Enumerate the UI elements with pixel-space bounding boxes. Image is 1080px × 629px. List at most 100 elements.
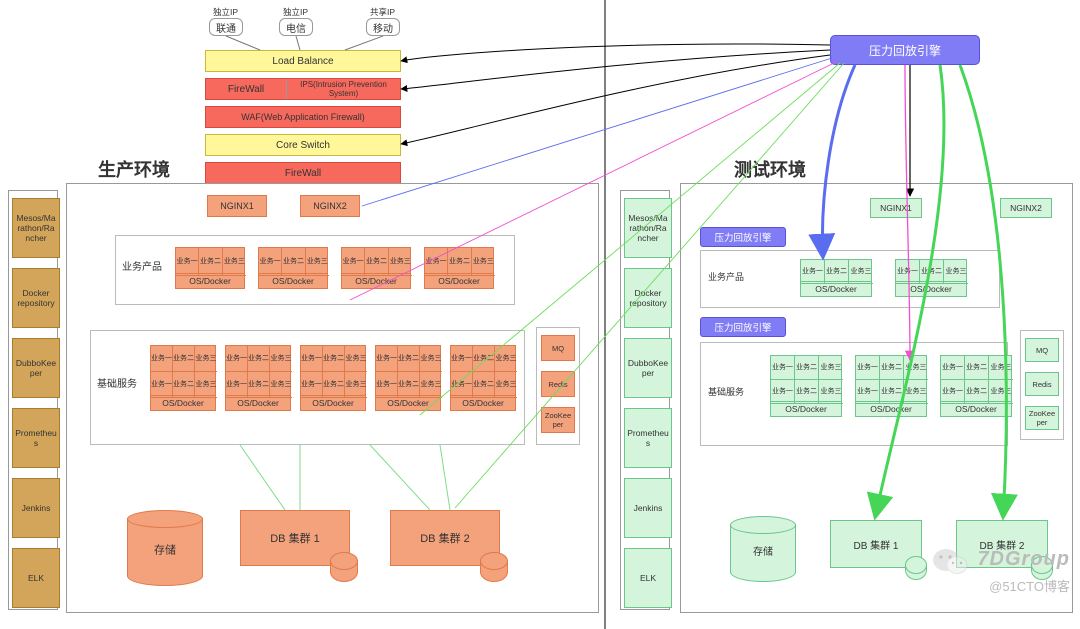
os-docker-label: OS/Docker — [259, 273, 327, 288]
service-cell: 业务一 — [226, 346, 248, 372]
service-node: 业务一业务二业务三OS/Docker — [175, 247, 245, 289]
os-docker-label: OS/Docker — [856, 401, 926, 416]
prod-storage-cyl: 存储 — [127, 510, 203, 586]
prod-nginx1: NGINX1 — [207, 195, 267, 217]
service-cell: 业务三 — [495, 346, 517, 372]
test-base-label: 基础服务 — [708, 385, 744, 398]
stack-firewall-left: FireWall — [206, 79, 287, 99]
pressure-engine-test-2: 压力回放引擎 — [700, 317, 786, 337]
os-docker-label: OS/Docker — [801, 281, 871, 296]
side-tool: Mesos/Marathon/Rancher — [624, 198, 672, 258]
stack-core-switch: Core Switch — [205, 134, 401, 156]
test-storage-cyl: 存储 — [730, 516, 796, 582]
mq-box: MQ — [541, 335, 575, 361]
service-node: 业务一业务二业务三OS/Docker — [895, 259, 967, 297]
service-cell: 业务二 — [282, 248, 305, 276]
os-docker-label: OS/Docker — [176, 273, 244, 288]
mq-box: MQ — [1025, 338, 1059, 362]
service-cell: 业务二 — [323, 346, 345, 372]
title-prod: 生产环境 — [98, 156, 170, 182]
service-cell: 业务一 — [941, 356, 965, 380]
stack-firewall-2: FireWall — [205, 162, 401, 184]
os-docker-label: OS/Docker — [425, 273, 493, 288]
isp-caption-1: 独立IP — [283, 6, 308, 18]
side-tool: Docker repository — [624, 268, 672, 328]
mq-box: Redis — [541, 371, 575, 397]
pressure-engine-main: 压力回放引擎 — [830, 35, 980, 65]
service-cell: 业务三 — [195, 346, 217, 372]
service-cell: 业务二 — [398, 346, 420, 372]
service-cell: 业务一 — [176, 248, 199, 276]
stack-firewall-right: IPS(Intrusion Prevention System) — [287, 80, 400, 98]
mq-box: ZooKeeper — [1025, 406, 1059, 430]
wechat-watermark-icon — [932, 547, 968, 577]
prod-db2-disk — [480, 552, 508, 582]
service-cell: 业务一 — [301, 346, 323, 372]
prod-db1-disk — [330, 552, 358, 582]
side-tool: DubboKeeper — [12, 338, 60, 398]
service-node: 业务一业务二业务三业务一业务二业务三OS/Docker — [375, 345, 441, 411]
test-nginx1: NGINX1 — [870, 198, 922, 218]
service-cell: 业务三 — [223, 248, 246, 276]
service-node: 业务一业务二业务三OS/Docker — [341, 247, 411, 289]
watermark-blog: @51CTO博客 — [989, 576, 1070, 595]
side-tool: Prometheus — [624, 408, 672, 468]
service-cell: 业务二 — [473, 346, 495, 372]
service-node: 业务一业务二业务三OS/Docker — [258, 247, 328, 289]
service-cell: 业务三 — [989, 356, 1013, 380]
prod-nginx2: NGINX2 — [300, 195, 360, 217]
service-cell: 业务二 — [965, 356, 989, 380]
service-cell: 业务三 — [472, 248, 495, 276]
prod-biz-label: 业务产品 — [122, 258, 162, 273]
test-db1-disk — [905, 556, 927, 580]
side-tool: ELK — [12, 548, 60, 608]
side-tool: Mesos/Marathon/Rancher — [12, 198, 60, 258]
service-node: 业务一业务二业务三业务一业务二业务三OS/Docker — [770, 355, 842, 417]
os-docker-label: OS/Docker — [896, 281, 966, 296]
test-biz-label: 业务产品 — [708, 270, 744, 283]
os-docker-label: OS/Docker — [376, 395, 440, 410]
service-cell: 业务三 — [420, 346, 442, 372]
mq-box: ZooKeeper — [541, 407, 575, 433]
os-docker-label: OS/Docker — [342, 273, 410, 288]
test-nginx2: NGINX2 — [1000, 198, 1052, 218]
service-cell: 业务二 — [448, 248, 471, 276]
service-cell: 业务二 — [880, 356, 904, 380]
isp-caption-2: 共享IP — [370, 6, 395, 18]
side-tool: Jenkins — [12, 478, 60, 538]
mq-box: Redis — [1025, 372, 1059, 396]
side-tool: Prometheus — [12, 408, 60, 468]
isp-pill-0: 联通 — [209, 18, 243, 36]
side-tool: ELK — [624, 548, 672, 608]
title-test: 测试环境 — [734, 156, 806, 182]
service-cell: 业务三 — [270, 346, 292, 372]
os-docker-label: OS/Docker — [771, 401, 841, 416]
service-node: 业务一业务二业务三业务一业务二业务三OS/Docker — [150, 345, 216, 411]
diagram-root: 独立IP 联通 独立IP 电信 共享IP 移动 Load Balance Fir… — [0, 0, 1080, 629]
service-cell: 业务二 — [199, 248, 222, 276]
service-cell: 业务三 — [389, 248, 412, 276]
isp-pill-1: 电信 — [279, 18, 313, 36]
service-cell: 业务三 — [904, 356, 928, 380]
service-cell: 业务一 — [259, 248, 282, 276]
service-node: 业务一业务二业务三OS/Docker — [424, 247, 494, 289]
service-node: 业务一业务二业务三业务一业务二业务三OS/Docker — [855, 355, 927, 417]
service-cell: 业务二 — [365, 248, 388, 276]
side-tool: Docker repository — [12, 268, 60, 328]
watermark-group: 7DGroup — [977, 548, 1070, 571]
stack-load-balance: Load Balance — [205, 50, 401, 72]
side-tool: Jenkins — [624, 478, 672, 538]
service-cell: 业务一 — [342, 248, 365, 276]
stack-firewall-ips: FireWall IPS(Intrusion Prevention System… — [205, 78, 401, 100]
service-cell: 业务一 — [425, 248, 448, 276]
service-cell: 业务一 — [856, 356, 880, 380]
service-cell: 业务三 — [345, 346, 367, 372]
service-cell: 业务二 — [173, 346, 195, 372]
prod-base-label: 基础服务 — [97, 375, 137, 390]
service-cell: 业务三 — [306, 248, 329, 276]
stack-waf: WAF(Web Application Firewall) — [205, 106, 401, 128]
os-docker-label: OS/Docker — [301, 395, 365, 410]
isp-pill-2: 移动 — [366, 18, 400, 36]
service-node: 业务一业务二业务三业务一业务二业务三OS/Docker — [450, 345, 516, 411]
service-node: 业务一业务二业务三业务一业务二业务三OS/Docker — [300, 345, 366, 411]
